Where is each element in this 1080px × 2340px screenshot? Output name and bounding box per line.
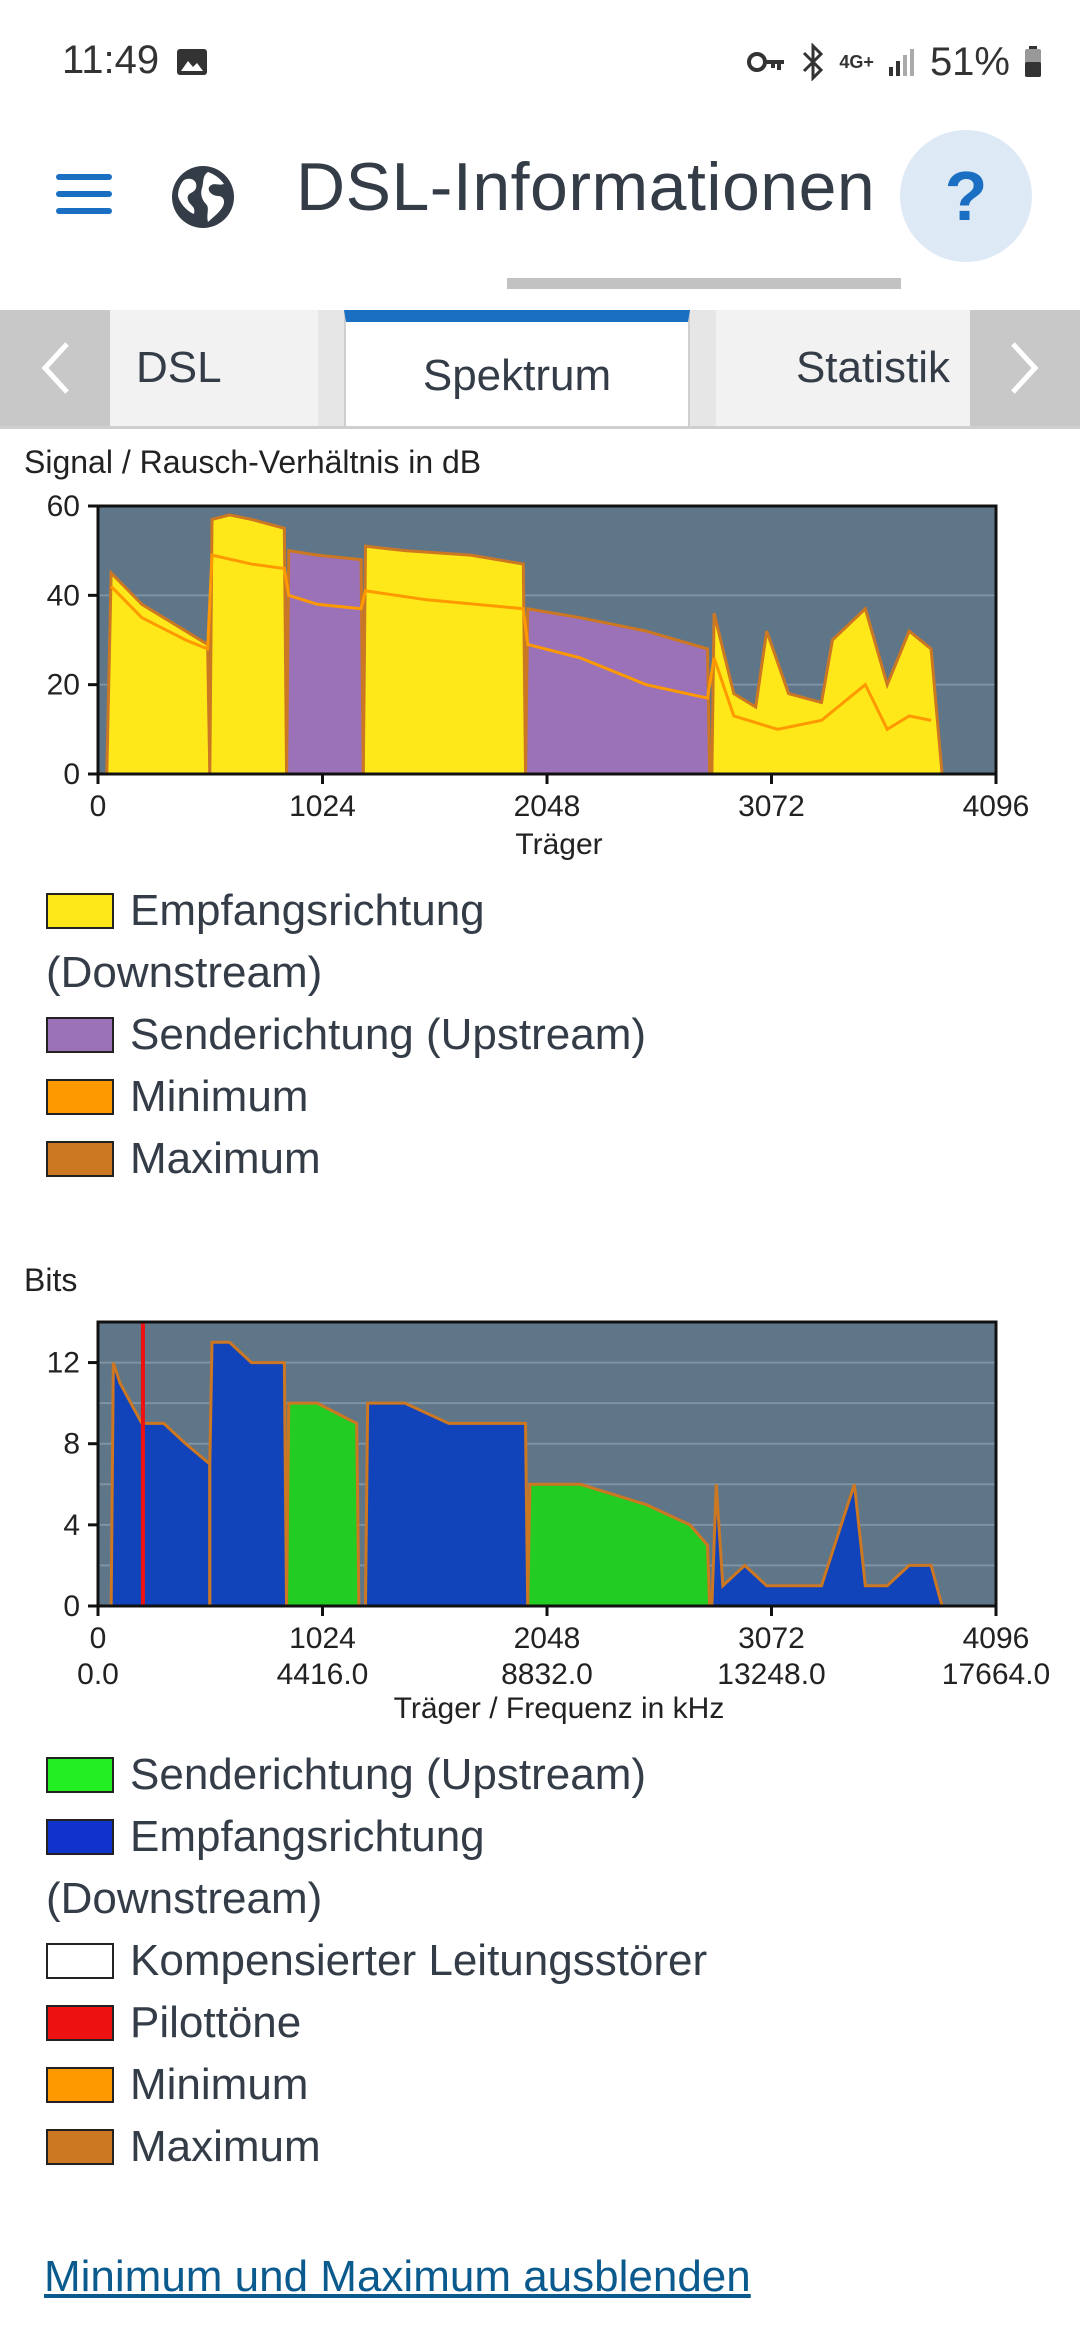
legend-item: Empfangsrichtung (Downstream) — [46, 880, 1046, 1004]
y-tick-label: 4 — [63, 1509, 80, 1542]
signal-icon — [888, 49, 914, 76]
x-tick-label: 0 — [90, 790, 107, 823]
battery-icon — [1025, 46, 1041, 77]
bluetooth-icon — [803, 43, 824, 81]
tab-scroll-left-button[interactable] — [0, 310, 110, 426]
network-type-icon: 4G+ — [839, 52, 874, 72]
y-tick-label: 12 — [47, 1347, 80, 1380]
y-tick-label: 60 — [47, 490, 80, 523]
snr-chart: 0 20 40 60 0 1024 2048 3072 4096 Träger — [47, 490, 1030, 861]
status-icons: 4G+ 51% — [747, 38, 1042, 86]
legend-item: Maximum — [46, 1128, 1046, 1190]
legend-label: Kompensierter Leitungsstörer — [130, 1936, 708, 1985]
chevron-left-icon — [41, 342, 69, 394]
y-tick-label: 0 — [63, 758, 80, 791]
tab-dsl[interactable]: DSL — [110, 310, 318, 426]
tab-bar: DSL Spektrum Statistik — [0, 310, 1080, 429]
x-axis-label: Träger / Frequenz in kHz — [394, 1692, 725, 1725]
legend-label-continued: (Downstream) — [46, 1874, 323, 1923]
bits-chart: 0 4 8 12 0 1024 2048 3072 4096 0.0 4416.0 8832.0 132… — [47, 1320, 1050, 1725]
help-button[interactable]: ? — [900, 130, 1032, 262]
area-mark — [361, 544, 528, 776]
legend-item: Kompensierter Leitungsstörer — [46, 1930, 1046, 1992]
legend-label: Pilottöne — [130, 1998, 302, 2047]
y-tick-label: 40 — [47, 579, 80, 612]
status-time: 11:49 — [62, 38, 160, 82]
battery-text: 51% — [929, 39, 1010, 84]
legend-label-continued: (Downstream) — [46, 948, 323, 997]
legend-label: Empfangsrichtung — [130, 1812, 485, 1861]
legend-swatch — [46, 893, 114, 929]
legend-item: Pilottöne — [46, 1992, 1046, 2054]
legend-swatch — [46, 1943, 114, 1979]
legend-item: Empfangsrichtung (Downstream) — [46, 1806, 1046, 1930]
status-bar: 11:49 4G+ 51% — [0, 0, 1080, 120]
area-mark — [710, 605, 944, 776]
x-tick-label: 0 — [90, 1622, 107, 1655]
x-tick-label: 4096 — [963, 790, 1030, 823]
minimum-line — [110, 553, 932, 732]
area-mark — [710, 1483, 945, 1608]
legend-label: Senderichtung (Upstream) — [130, 1750, 647, 1799]
bits-chart-title: Bits — [24, 1262, 78, 1298]
x-freq-tick-label: 4416.0 — [277, 1658, 369, 1691]
area-mark — [363, 1401, 530, 1608]
globe-icon[interactable] — [168, 162, 238, 232]
legend-label: Maximum — [130, 2122, 321, 2171]
x-tick-label: 2048 — [514, 1622, 581, 1655]
bits-legend: Senderichtung (Upstream) Empfangsrichtung… — [46, 1744, 1046, 2178]
area-mark — [285, 548, 365, 776]
x-tick-label: 2048 — [514, 790, 581, 823]
y-tick-label: 20 — [47, 669, 80, 702]
legend-swatch — [46, 1079, 114, 1115]
area-mark — [208, 513, 289, 776]
legend-swatch — [46, 2129, 114, 2165]
legend-item: Maximum — [46, 2116, 1046, 2178]
toggle-min-max-link[interactable]: Minimum und Maximum ausblenden — [44, 2252, 751, 2301]
x-freq-tick-label: 0.0 — [77, 1658, 119, 1691]
y-tick-label: 0 — [63, 1590, 80, 1623]
page-title: DSL-Informationen — [296, 149, 876, 225]
snr-chart-title: Signal / Rausch-Verhältnis in dB — [24, 444, 482, 480]
tab-spektrum[interactable]: Spektrum — [344, 310, 690, 426]
vpn-key-icon — [747, 52, 785, 72]
x-tick-label: 3072 — [738, 1622, 805, 1655]
legend-swatch — [46, 2067, 114, 2103]
legend-label: Minimum — [130, 2060, 309, 2109]
legend-swatch — [46, 1141, 114, 1177]
legend-label: Maximum — [130, 1134, 321, 1183]
tab-statistik[interactable]: Statistik — [716, 310, 970, 426]
legend-label: Senderichtung (Upstream) — [130, 1010, 647, 1059]
legend-swatch — [46, 2005, 114, 2041]
snr-legend: Empfangsrichtung (Downstream) Senderichtun… — [46, 880, 1046, 1190]
scroll-indicator — [507, 278, 901, 289]
x-freq-tick-label: 13248.0 — [717, 1658, 825, 1691]
legend-item: Senderichtung (Upstream) — [46, 1004, 1046, 1066]
legend-item: Minimum — [46, 1066, 1046, 1128]
chevron-right-icon — [1011, 342, 1039, 394]
legend-label: Empfangsrichtung — [130, 886, 485, 935]
y-tick-label: 8 — [63, 1428, 80, 1461]
menu-icon[interactable] — [52, 170, 116, 218]
legend-label: Minimum — [130, 1072, 309, 1121]
legend-swatch — [46, 1757, 114, 1793]
x-tick-label: 1024 — [289, 790, 356, 823]
x-tick-label: 1024 — [289, 1622, 356, 1655]
x-axis-label: Träger — [515, 828, 602, 861]
x-tick-label: 3072 — [738, 790, 805, 823]
tab-scroll-right-button[interactable] — [970, 310, 1080, 426]
area-mark — [526, 1482, 712, 1608]
x-tick-label: 4096 — [963, 1622, 1030, 1655]
x-freq-tick-label: 8832.0 — [501, 1658, 593, 1691]
legend-swatch — [46, 1819, 114, 1855]
area-mark — [208, 1340, 289, 1608]
area-mark — [285, 1401, 361, 1608]
legend-item: Minimum — [46, 2054, 1046, 2116]
x-freq-tick-label: 17664.0 — [942, 1658, 1050, 1691]
legend-swatch — [46, 1017, 114, 1053]
image-notification-icon — [177, 49, 207, 75]
legend-item: Senderichtung (Upstream) — [46, 1744, 1046, 1806]
